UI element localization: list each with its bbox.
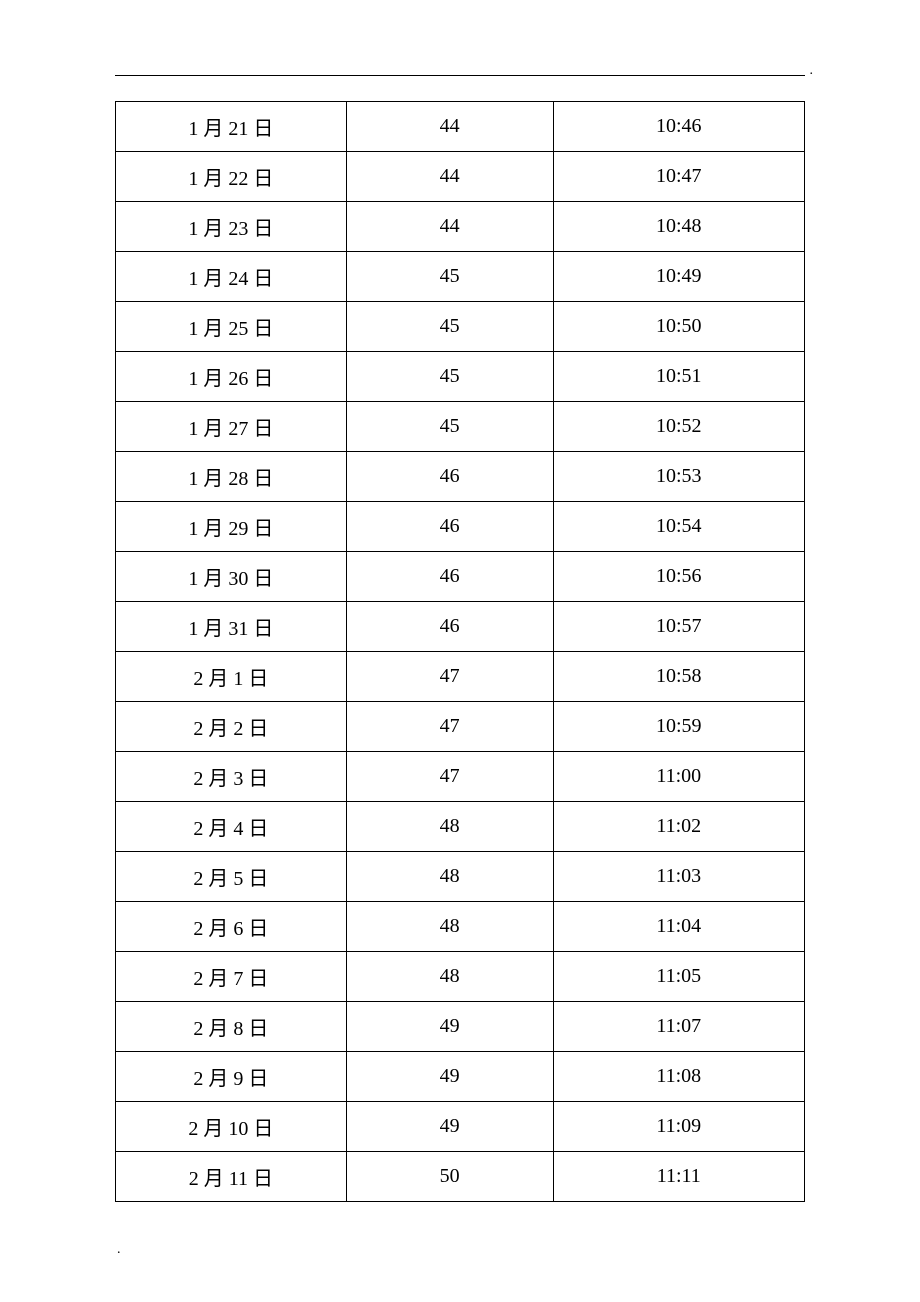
cell-value: 48 [346, 852, 553, 902]
cell-time: 10:51 [553, 352, 805, 402]
cell-date: 1 月 22 日 [116, 152, 347, 202]
table-row: 2 月 11 日5011:11 [116, 1152, 805, 1202]
cell-value: 45 [346, 352, 553, 402]
cell-date: 1 月 24 日 [116, 252, 347, 302]
cell-date: 1 月 31 日 [116, 602, 347, 652]
cell-time: 10:53 [553, 452, 805, 502]
cell-date: 2 月 3 日 [116, 752, 347, 802]
table-row: 1 月 29 日4610:54 [116, 502, 805, 552]
cell-date: 1 月 26 日 [116, 352, 347, 402]
table-row: 1 月 22 日4410:47 [116, 152, 805, 202]
data-table: 1 月 21 日4410:461 月 22 日4410:471 月 23 日44… [115, 101, 805, 1202]
cell-value: 44 [346, 152, 553, 202]
cell-date: 2 月 7 日 [116, 952, 347, 1002]
cell-time: 11:07 [553, 1002, 805, 1052]
cell-time: 11:11 [553, 1152, 805, 1202]
cell-time: 10:50 [553, 302, 805, 352]
cell-value: 47 [346, 652, 553, 702]
cell-time: 11:05 [553, 952, 805, 1002]
cell-time: 10:46 [553, 102, 805, 152]
cell-date: 1 月 29 日 [116, 502, 347, 552]
cell-value: 48 [346, 902, 553, 952]
header-divider: . [115, 75, 805, 76]
cell-date: 2 月 6 日 [116, 902, 347, 952]
cell-time: 10:52 [553, 402, 805, 452]
cell-date: 1 月 27 日 [116, 402, 347, 452]
cell-time: 10:48 [553, 202, 805, 252]
cell-value: 47 [346, 702, 553, 752]
cell-date: 2 月 9 日 [116, 1052, 347, 1102]
cell-date: 2 月 5 日 [116, 852, 347, 902]
cell-date: 2 月 4 日 [116, 802, 347, 852]
cell-date: 1 月 30 日 [116, 552, 347, 602]
table-row: 2 月 7 日4811:05 [116, 952, 805, 1002]
cell-time: 10:56 [553, 552, 805, 602]
cell-value: 46 [346, 502, 553, 552]
cell-time: 10:58 [553, 652, 805, 702]
cell-date: 2 月 1 日 [116, 652, 347, 702]
cell-value: 49 [346, 1002, 553, 1052]
cell-value: 48 [346, 802, 553, 852]
cell-time: 11:04 [553, 902, 805, 952]
page-container: . 1 月 21 日4410:461 月 22 日4410:471 月 23 日… [0, 0, 920, 1258]
cell-time: 10:57 [553, 602, 805, 652]
table-row: 1 月 21 日4410:46 [116, 102, 805, 152]
table-row: 2 月 6 日4811:04 [116, 902, 805, 952]
table-row: 1 月 26 日4510:51 [116, 352, 805, 402]
table-row: 2 月 3 日4711:00 [116, 752, 805, 802]
cell-date: 2 月 8 日 [116, 1002, 347, 1052]
table-row: 1 月 28 日4610:53 [116, 452, 805, 502]
cell-date: 2 月 2 日 [116, 702, 347, 752]
cell-value: 44 [346, 102, 553, 152]
cell-time: 11:03 [553, 852, 805, 902]
table-row: 2 月 2 日4710:59 [116, 702, 805, 752]
cell-time: 11:02 [553, 802, 805, 852]
cell-date: 1 月 25 日 [116, 302, 347, 352]
cell-time: 10:49 [553, 252, 805, 302]
cell-value: 46 [346, 452, 553, 502]
cell-time: 10:54 [553, 502, 805, 552]
cell-value: 45 [346, 302, 553, 352]
cell-time: 10:47 [553, 152, 805, 202]
cell-time: 11:08 [553, 1052, 805, 1102]
cell-date: 1 月 23 日 [116, 202, 347, 252]
cell-time: 10:59 [553, 702, 805, 752]
cell-value: 49 [346, 1052, 553, 1102]
table-row: 2 月 5 日4811:03 [116, 852, 805, 902]
cell-date: 1 月 21 日 [116, 102, 347, 152]
table-row: 1 月 25 日4510:50 [116, 302, 805, 352]
cell-time: 11:09 [553, 1102, 805, 1152]
footer-dot: . [115, 1242, 805, 1258]
cell-value: 46 [346, 602, 553, 652]
cell-value: 49 [346, 1102, 553, 1152]
cell-date: 2 月 10 日 [116, 1102, 347, 1152]
table-row: 2 月 1 日4710:58 [116, 652, 805, 702]
cell-value: 47 [346, 752, 553, 802]
cell-value: 46 [346, 552, 553, 602]
table-row: 1 月 24 日4510:49 [116, 252, 805, 302]
table-row: 2 月 10 日4911:09 [116, 1102, 805, 1152]
cell-value: 44 [346, 202, 553, 252]
table-row: 1 月 30 日4610:56 [116, 552, 805, 602]
table-row: 2 月 4 日4811:02 [116, 802, 805, 852]
cell-value: 48 [346, 952, 553, 1002]
cell-date: 2 月 11 日 [116, 1152, 347, 1202]
cell-value: 45 [346, 402, 553, 452]
table-row: 2 月 8 日4911:07 [116, 1002, 805, 1052]
header-dot: . [810, 63, 814, 79]
table-row: 1 月 31 日4610:57 [116, 602, 805, 652]
cell-value: 50 [346, 1152, 553, 1202]
cell-date: 1 月 28 日 [116, 452, 347, 502]
cell-value: 45 [346, 252, 553, 302]
cell-time: 11:00 [553, 752, 805, 802]
table-row: 1 月 27 日4510:52 [116, 402, 805, 452]
table-row: 1 月 23 日4410:48 [116, 202, 805, 252]
table-row: 2 月 9 日4911:08 [116, 1052, 805, 1102]
table-body: 1 月 21 日4410:461 月 22 日4410:471 月 23 日44… [116, 102, 805, 1202]
